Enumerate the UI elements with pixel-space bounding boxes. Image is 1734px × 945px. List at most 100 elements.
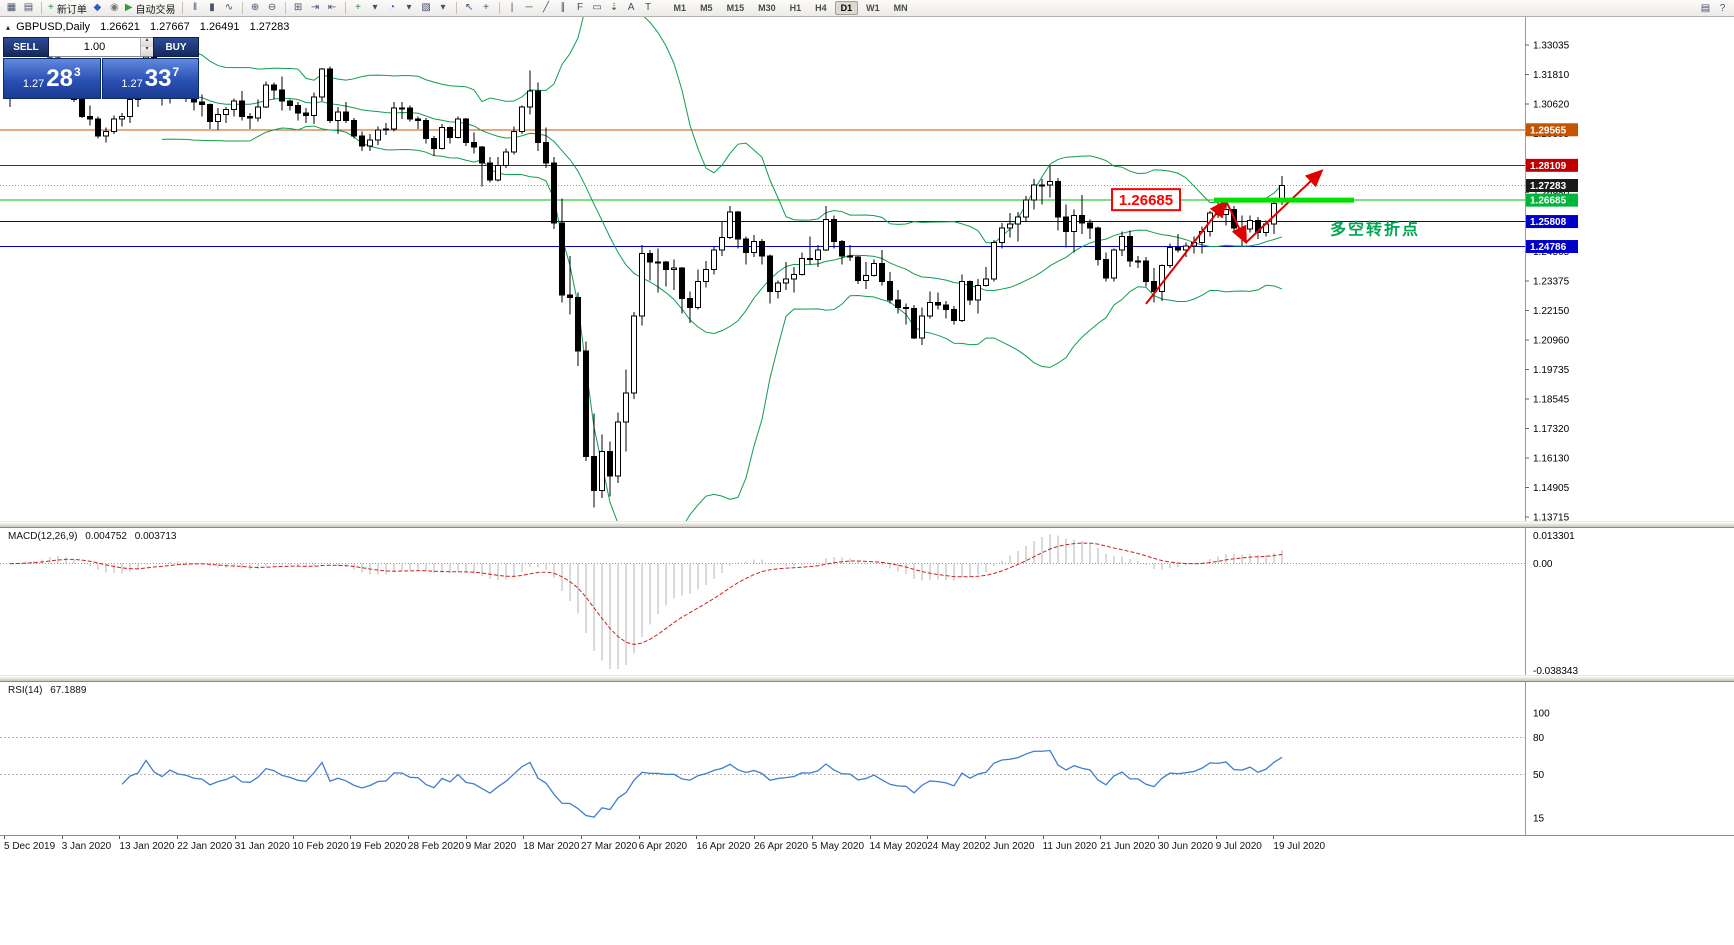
candle-body <box>647 253 653 263</box>
main-toolbar: ▦ ▤ + 新订单 ◆ ◉ ▶ 自动交易 ‖ ▮ ∿ ⊕ ⊖ ⊞ ⇥ ⇤ + ▾ ◔ ▾ ▧ ▾ ↖ + | ─ ╱ ∥ F ▭ ⇣ A T M… <box>0 0 1734 17</box>
candle-body <box>287 100 293 107</box>
sell-button[interactable]: SELL <box>3 37 49 57</box>
timeframe-button-m15[interactable]: M15 <box>726 3 745 13</box>
rsi-value: 67.1889 <box>50 685 87 696</box>
shapes-icon[interactable]: ▭ <box>589 1 606 16</box>
price-tag-text: 1.26685 <box>1530 196 1567 207</box>
candle-body <box>207 103 213 123</box>
timeframe-button-mn[interactable]: MN <box>893 3 908 13</box>
timeframe-button-d1[interactable]: D1 <box>834 1 859 15</box>
timeframe-button-w1[interactable]: W1 <box>866 3 880 13</box>
macd-panel-splitter[interactable] <box>0 521 1734 528</box>
equidistant-channel-icon[interactable]: ∥ <box>555 1 572 16</box>
trendline-icon[interactable]: ╱ <box>538 1 555 16</box>
candle-body <box>727 211 733 239</box>
rsi-panel-splitter[interactable] <box>0 675 1734 682</box>
candle-body <box>1223 209 1229 215</box>
bar-chart-icon[interactable]: ‖ <box>187 1 204 16</box>
fibonacci-icon[interactable]: F <box>572 1 589 16</box>
timeframe-button-h4[interactable]: H4 <box>815 3 827 13</box>
rsi-line <box>121 749 1283 818</box>
candle-body <box>959 281 965 322</box>
buy-price-sup: 7 <box>172 64 180 79</box>
candlestick-chart-icon[interactable]: ▮ <box>204 1 221 16</box>
candle-body <box>759 240 765 257</box>
candle-body <box>215 113 221 123</box>
text-icon[interactable]: A <box>623 1 640 16</box>
autotrading-button[interactable]: ▶ 自动交易 <box>123 1 178 16</box>
date-tick <box>1100 836 1102 839</box>
timeframe-button-m30[interactable]: M30 <box>758 3 776 13</box>
profiles-icon[interactable]: ▤ <box>20 1 37 16</box>
templates-menu-icon[interactable]: ▾ <box>435 1 452 16</box>
timeframe-button-m5[interactable]: M5 <box>700 3 713 13</box>
text-label-icon[interactable]: T <box>640 1 657 16</box>
arrows-tool-icon[interactable]: ⇣ <box>606 1 623 16</box>
macd-panel[interactable]: 0.013301 0.00 -0.038343 <box>0 528 1734 675</box>
indicators-icon[interactable]: + <box>350 1 367 16</box>
candle-body <box>631 315 637 394</box>
zoom-out-icon[interactable]: ⊖ <box>264 1 281 16</box>
buy-price-big: 33 <box>144 64 172 92</box>
trend-arrow[interactable] <box>1225 200 1247 245</box>
candle-body <box>791 273 797 280</box>
chart-shift-icon[interactable]: ⇤ <box>324 1 341 16</box>
new-chart-icon[interactable]: ▦ <box>3 1 20 16</box>
buy-button[interactable]: BUY <box>153 37 199 57</box>
cursor-icon-glyph: ↖ <box>464 2 474 13</box>
oct-collapse-icon[interactable]: ▴ <box>6 23 11 32</box>
candle-body <box>855 256 861 281</box>
expert-advisors-icon[interactable]: ◉ <box>106 1 123 16</box>
tile-windows-icon-glyph: ⊞ <box>293 2 303 13</box>
sell-price-button[interactable]: 1.27 28 3 <box>3 58 101 99</box>
depth-of-market-icon[interactable]: ◆ <box>89 1 106 16</box>
price-tag <box>1526 179 1578 193</box>
volume-down-icon[interactable]: ▾ <box>141 46 153 56</box>
candle-body <box>487 162 493 181</box>
candle-body <box>455 118 461 138</box>
templates-icon[interactable]: ▧ <box>418 1 435 16</box>
sell-price-sup: 3 <box>73 64 81 79</box>
date-label: 19 Jul 2020 <box>1273 841 1326 852</box>
horizontal-line-icon[interactable]: ─ <box>521 1 538 16</box>
crosshair-icon-glyph: + <box>483 2 489 13</box>
print-icon[interactable]: ▤ <box>1700 3 1711 14</box>
trend-arrow[interactable] <box>1145 199 1228 305</box>
candle-body <box>719 237 725 251</box>
vertical-line-icon[interactable]: | <box>504 1 521 16</box>
rsi-panel[interactable]: 100 80 50 15 <box>0 682 1734 835</box>
rsi-scale-label: 80 <box>1533 733 1545 744</box>
timeframe-button-h1[interactable]: H1 <box>789 3 802 13</box>
volume-input[interactable] <box>49 38 140 56</box>
trendline-icon-glyph: ╱ <box>543 2 550 13</box>
candle-body <box>751 240 757 253</box>
new-order-button[interactable]: + 新订单 <box>46 1 89 16</box>
toolbar-separator <box>344 2 346 14</box>
periods-icon[interactable]: ◔ <box>384 1 401 16</box>
buy-price-button[interactable]: 1.27 33 7 <box>101 58 199 99</box>
candle-body <box>359 135 365 147</box>
candle-body <box>695 281 701 308</box>
candle-body <box>111 118 117 132</box>
candle-body <box>79 99 85 118</box>
date-tick <box>119 836 121 839</box>
volume-up-icon[interactable]: ▴ <box>141 37 153 47</box>
help-icon[interactable]: ? <box>1719 3 1726 14</box>
tile-windows-icon[interactable]: ⊞ <box>290 1 307 16</box>
zoom-in-icon[interactable]: ⊕ <box>247 1 264 16</box>
cursor-icon[interactable]: ↖ <box>461 1 478 16</box>
line-chart-icon[interactable]: ∿ <box>221 1 238 16</box>
price-alert-text: 1.26685 <box>1119 192 1173 209</box>
indicators-menu-icon[interactable]: ▾ <box>367 1 384 16</box>
price-alert-box[interactable] <box>1111 188 1181 212</box>
timeframe-button-m1[interactable]: M1 <box>673 3 687 13</box>
periods-menu-icon[interactable]: ▾ <box>401 1 418 16</box>
candle-body <box>303 112 309 116</box>
crosshair-icon[interactable]: + <box>478 1 495 16</box>
trend-arrow[interactable] <box>1245 169 1324 244</box>
candle-body <box>951 309 957 322</box>
auto-scroll-icon[interactable]: ⇥ <box>307 1 324 16</box>
vertical-line-icon-glyph: | <box>510 2 514 13</box>
candle-body <box>239 100 245 118</box>
price-chart-panel[interactable]: 1.330351.318101.306201.293951.281701.269… <box>0 16 1734 521</box>
